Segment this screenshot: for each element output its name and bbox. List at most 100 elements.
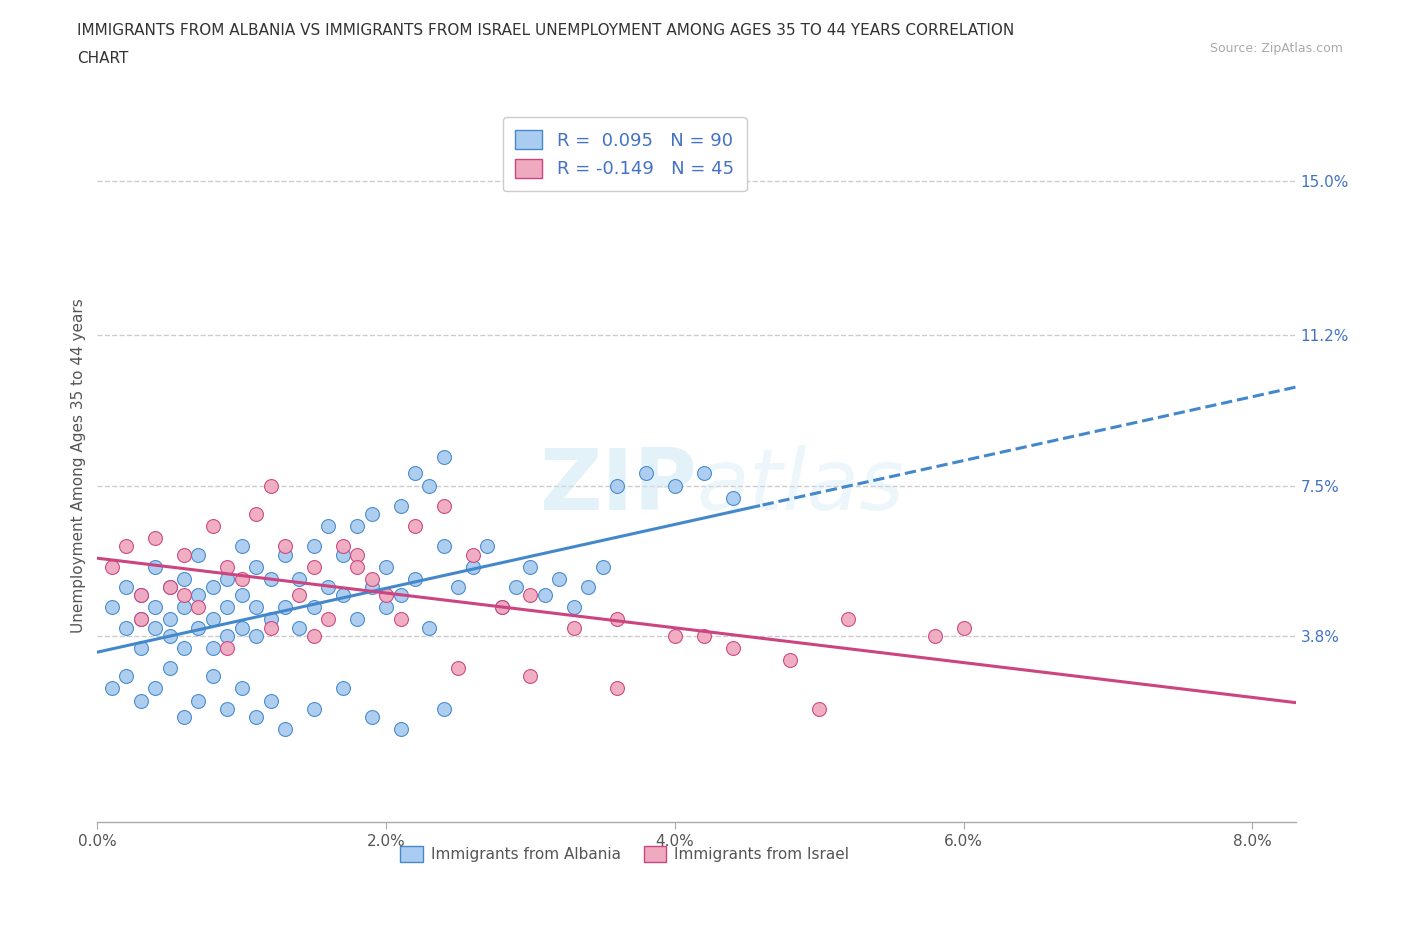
Point (259, 612, 281, 627)
Point (115, 539, 138, 554)
Point (259, 478, 281, 493)
Point (245, 710, 267, 724)
Point (217, 600, 239, 615)
Point (143, 559, 166, 574)
Point (302, 600, 325, 615)
Point (562, 600, 585, 615)
Point (318, 579, 340, 594)
Point (389, 588, 412, 603)
Point (562, 620, 585, 635)
Point (173, 588, 195, 603)
Point (389, 612, 412, 627)
Point (433, 701, 456, 716)
Point (837, 612, 859, 627)
Point (375, 559, 398, 574)
Point (418, 620, 440, 635)
Point (692, 629, 714, 644)
Point (201, 641, 224, 656)
Point (606, 681, 628, 696)
Text: CHART: CHART (77, 51, 129, 66)
Point (129, 612, 152, 627)
Point (302, 559, 325, 574)
Point (360, 579, 382, 594)
Point (231, 588, 253, 603)
Point (360, 710, 382, 724)
Point (447, 579, 470, 594)
Point (389, 722, 412, 737)
Point (217, 701, 239, 716)
Text: IMMIGRANTS FROM ALBANIA VS IMMIGRANTS FROM ISRAEL UNEMPLOYMENT AMONG AGES 35 TO : IMMIGRANTS FROM ALBANIA VS IMMIGRANTS FR… (77, 23, 1015, 38)
Point (187, 588, 209, 603)
Point (217, 629, 239, 644)
Point (360, 571, 382, 586)
Point (187, 600, 209, 615)
Point (187, 693, 209, 708)
Point (245, 507, 267, 522)
Point (115, 620, 138, 635)
Point (245, 600, 267, 615)
Point (115, 669, 138, 684)
Point (201, 519, 224, 534)
Point (143, 531, 166, 546)
Point (302, 629, 325, 644)
Point (201, 669, 224, 684)
Point (318, 612, 340, 627)
Point (173, 641, 195, 656)
Point (375, 588, 398, 603)
Point (159, 629, 181, 644)
Point (143, 620, 166, 635)
Point (433, 450, 456, 465)
Point (245, 559, 267, 574)
Point (721, 490, 744, 505)
Point (332, 539, 354, 554)
Point (924, 629, 946, 644)
Point (548, 571, 571, 586)
Point (779, 653, 801, 668)
Point (129, 612, 152, 627)
Point (231, 620, 253, 635)
Point (288, 571, 311, 586)
Point (404, 466, 426, 481)
Point (217, 641, 239, 656)
Point (143, 600, 166, 615)
Point (952, 620, 974, 635)
Point (519, 669, 541, 684)
Text: Source: ZipAtlas.com: Source: ZipAtlas.com (1209, 42, 1343, 55)
Point (692, 466, 714, 481)
Point (187, 620, 209, 635)
Point (217, 571, 239, 586)
Point (217, 559, 239, 574)
Point (173, 600, 195, 615)
Point (288, 588, 311, 603)
Point (302, 539, 325, 554)
Point (534, 588, 557, 603)
Point (808, 701, 831, 716)
Point (519, 588, 541, 603)
Point (360, 507, 382, 522)
Point (231, 539, 253, 554)
Point (173, 547, 195, 562)
Point (159, 660, 181, 675)
Point (274, 722, 297, 737)
Y-axis label: Unemployment Among Ages 35 to 44 years: Unemployment Among Ages 35 to 44 years (72, 298, 86, 632)
Point (129, 588, 152, 603)
Point (346, 547, 368, 562)
Point (101, 681, 124, 696)
Point (143, 681, 166, 696)
Point (461, 547, 484, 562)
Point (173, 571, 195, 586)
Point (404, 571, 426, 586)
Point (159, 579, 181, 594)
Text: atlas: atlas (696, 445, 904, 528)
Point (433, 539, 456, 554)
Point (332, 588, 354, 603)
Point (447, 660, 470, 675)
Point (491, 600, 513, 615)
Point (461, 559, 484, 574)
Point (721, 641, 744, 656)
Point (129, 588, 152, 603)
Point (259, 620, 281, 635)
Point (389, 498, 412, 513)
Point (318, 519, 340, 534)
Point (346, 612, 368, 627)
